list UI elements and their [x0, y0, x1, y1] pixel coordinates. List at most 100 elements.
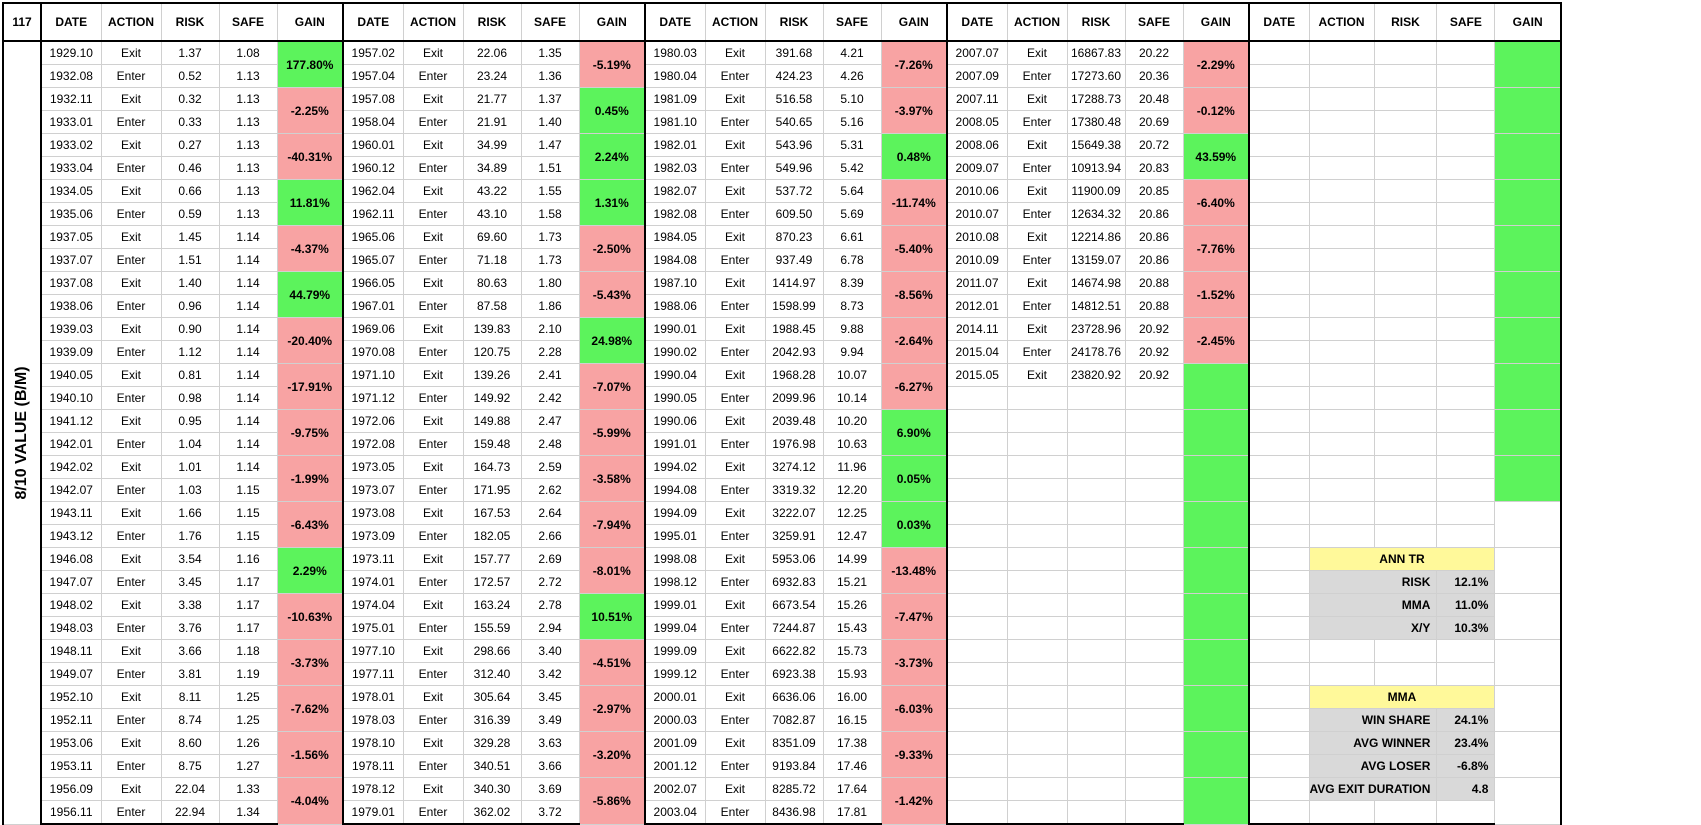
action-cell[interactable]: Exit	[100, 133, 162, 157]
gain-cell[interactable]: -40.31%	[276, 133, 344, 180]
action-cell[interactable]: Enter	[402, 248, 464, 272]
date-cell[interactable]: 1948.11	[40, 639, 102, 663]
gain-cell[interactable]: -7.07%	[578, 363, 646, 410]
date-cell[interactable]	[946, 777, 1008, 801]
risk-cell[interactable]	[1373, 386, 1438, 410]
safe-cell[interactable]: 15.21	[822, 570, 882, 594]
action-cell[interactable]	[1006, 524, 1068, 548]
gain-cell[interactable]	[1494, 317, 1562, 364]
safe-cell[interactable]: 1.47	[520, 133, 580, 157]
safe-cell[interactable]: 17.46	[822, 754, 882, 778]
safe-cell[interactable]	[1124, 524, 1184, 548]
risk-cell[interactable]	[1373, 800, 1438, 825]
risk-cell[interactable]	[1373, 110, 1438, 134]
action-cell[interactable]: Exit	[100, 87, 162, 111]
risk-cell[interactable]: 0.66	[160, 179, 220, 203]
action-cell[interactable]: Enter	[704, 524, 766, 548]
action-cell[interactable]: Exit	[402, 501, 464, 525]
safe-cell[interactable]: 1.17	[218, 570, 278, 594]
risk-cell[interactable]: 0.52	[160, 64, 220, 88]
date-cell[interactable]: 1971.12	[342, 386, 404, 410]
date-cell[interactable]: 2015.05	[946, 363, 1008, 387]
risk-cell[interactable]	[1373, 248, 1438, 272]
risk-cell[interactable]	[1373, 294, 1438, 318]
gain-cell[interactable]: 0.03%	[880, 501, 948, 548]
action-cell[interactable]: Enter	[704, 156, 766, 180]
gain-cell[interactable]: -2.50%	[578, 225, 646, 272]
action-cell[interactable]: Exit	[100, 777, 162, 801]
action-cell[interactable]: Enter	[1006, 156, 1068, 180]
column-header-risk[interactable]: RISK	[764, 2, 824, 42]
risk-cell[interactable]	[1066, 432, 1126, 456]
safe-cell[interactable]	[1436, 133, 1496, 157]
safe-cell[interactable]	[1436, 340, 1496, 364]
action-cell[interactable]: Enter	[1006, 110, 1068, 134]
gain-cell[interactable]: -7.26%	[880, 40, 948, 88]
cell[interactable]	[1248, 616, 1310, 640]
risk-cell[interactable]: 16867.83	[1066, 40, 1126, 65]
action-cell[interactable]: Enter	[402, 478, 464, 502]
safe-cell[interactable]: 2.72	[520, 570, 580, 594]
ann-tr-value[interactable]: 11.0%	[1436, 593, 1496, 617]
risk-cell[interactable]: 1.76	[160, 524, 220, 548]
action-cell[interactable]: Enter	[402, 110, 464, 134]
action-cell[interactable]	[1308, 202, 1375, 226]
gain-cell[interactable]: 6.90%	[880, 409, 948, 456]
date-cell[interactable]: 1977.10	[342, 639, 404, 663]
gain-cell[interactable]: -6.40%	[1182, 179, 1250, 226]
gain-cell[interactable]: 44.79%	[276, 271, 344, 318]
safe-cell[interactable]: 1.35	[520, 40, 580, 65]
safe-cell[interactable]	[1436, 386, 1496, 410]
safe-cell[interactable]: 17.81	[822, 800, 882, 825]
action-cell[interactable]: Enter	[402, 340, 464, 364]
action-cell[interactable]: Exit	[1006, 87, 1068, 111]
safe-cell[interactable]	[1124, 432, 1184, 456]
risk-cell[interactable]: 516.58	[764, 87, 824, 111]
gain-cell[interactable]	[1182, 685, 1250, 732]
action-cell[interactable]: Exit	[100, 271, 162, 295]
safe-cell[interactable]	[1436, 317, 1496, 341]
action-cell[interactable]: Enter	[402, 616, 464, 640]
safe-cell[interactable]: 1.13	[218, 87, 278, 111]
action-cell[interactable]	[1308, 156, 1375, 180]
safe-cell[interactable]: 20.86	[1124, 248, 1184, 272]
action-cell[interactable]: Enter	[1006, 202, 1068, 226]
action-cell[interactable]: Exit	[100, 225, 162, 249]
date-cell[interactable]	[946, 662, 1008, 686]
risk-cell[interactable]	[1373, 340, 1438, 364]
gain-cell[interactable]	[1182, 593, 1250, 640]
risk-cell[interactable]: 21.91	[462, 110, 522, 134]
action-cell[interactable]: Exit	[704, 317, 766, 341]
risk-cell[interactable]: 543.96	[764, 133, 824, 157]
mma-stat-value[interactable]: 24.1%	[1436, 708, 1496, 732]
safe-cell[interactable]	[1436, 202, 1496, 226]
safe-cell[interactable]	[1436, 40, 1496, 65]
date-cell[interactable]	[946, 547, 1008, 571]
action-cell[interactable]: Enter	[704, 478, 766, 502]
action-cell[interactable]: Exit	[402, 363, 464, 387]
date-cell[interactable]: 1973.08	[342, 501, 404, 525]
column-header-date[interactable]: DATE	[644, 2, 706, 42]
date-cell[interactable]: 1988.06	[644, 294, 706, 318]
gain-cell[interactable]: -10.63%	[276, 593, 344, 640]
safe-cell[interactable]: 1.13	[218, 156, 278, 180]
action-cell[interactable]: Enter	[1006, 294, 1068, 318]
safe-cell[interactable]: 1.27	[218, 754, 278, 778]
risk-cell[interactable]: 182.05	[462, 524, 522, 548]
date-cell[interactable]: 1946.08	[40, 547, 102, 571]
risk-cell[interactable]: 329.28	[462, 731, 522, 755]
action-cell[interactable]: Enter	[402, 432, 464, 456]
safe-cell[interactable]: 11.96	[822, 455, 882, 479]
action-cell[interactable]: Exit	[1006, 225, 1068, 249]
safe-cell[interactable]: 17.64	[822, 777, 882, 801]
action-cell[interactable]: Enter	[704, 248, 766, 272]
risk-cell[interactable]: 0.98	[160, 386, 220, 410]
date-cell[interactable]	[1248, 386, 1310, 410]
risk-cell[interactable]: 22.94	[160, 800, 220, 825]
gain-cell[interactable]: -5.43%	[578, 271, 646, 318]
date-cell[interactable]: 1978.03	[342, 708, 404, 732]
action-cell[interactable]: Enter	[100, 110, 162, 134]
column-header-action[interactable]: ACTION	[704, 2, 766, 42]
safe-cell[interactable]	[1124, 616, 1184, 640]
date-cell[interactable]	[1248, 340, 1310, 364]
